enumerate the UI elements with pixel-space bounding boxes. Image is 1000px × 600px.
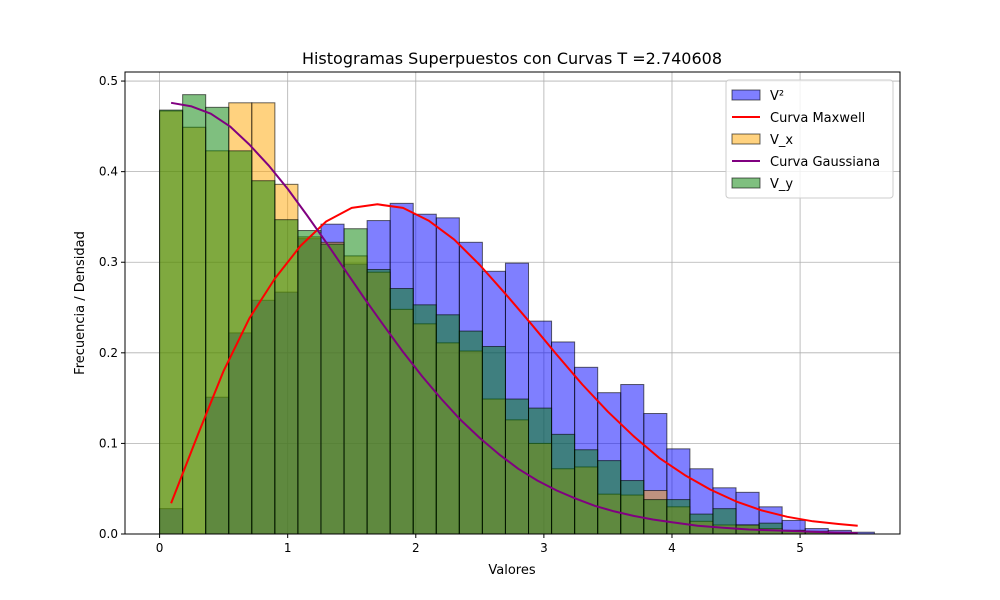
legend-swatch: [731, 89, 761, 101]
histogram-bar: [458, 330, 483, 535]
x-tick-label: 2: [412, 541, 420, 555]
histogram-bar: [551, 433, 576, 535]
y-tick-label: 0.2: [99, 346, 118, 360]
legend-swatch: [731, 133, 761, 145]
y-tick-label: 0.0: [99, 527, 118, 541]
histogram-bar: [412, 304, 437, 535]
axis-ticks: 0 1 2 3 4 5 0.0 0.1 0.2 0.3 0.4 0.5: [99, 74, 804, 555]
y-tick-label: 0.4: [99, 165, 118, 179]
legend-label: Curva Gaussiana: [770, 155, 880, 170]
histogram-bar: [643, 499, 668, 535]
legend-label: V_y: [770, 177, 793, 192]
x-axis-label: Valores: [488, 563, 535, 578]
y-tick-label: 0.5: [99, 74, 118, 88]
histogram-bar: [274, 219, 299, 535]
legend: V² Curva Maxwell V_x Curva Gaussiana V_y: [725, 79, 894, 199]
histogram-bar: [366, 268, 391, 535]
chart-title: Histogramas Superpuestos con Curvas T =2…: [302, 49, 722, 68]
x-tick-label: 4: [668, 541, 676, 555]
x-tick-label: 3: [540, 541, 548, 555]
histogram-bar: [712, 508, 737, 535]
histogram-bar: [205, 106, 230, 535]
histogram-bar: [435, 314, 460, 535]
histogram-bar: [597, 460, 622, 535]
legend-label: V_x: [770, 133, 793, 148]
histogram-bar: [528, 407, 553, 535]
legend-box: [725, 79, 894, 199]
x-tick-label: 1: [284, 541, 292, 555]
y-axis-label: Frecuencia / Densidad: [73, 231, 88, 375]
histogram-bar: [689, 513, 714, 535]
histogram-bar: [389, 288, 414, 535]
histogram-bar: [251, 180, 276, 535]
histogram-bar: [666, 499, 691, 535]
x-tick-label: 0: [156, 541, 164, 555]
curve-line-1: [170, 203, 858, 527]
histogram-bar: [320, 243, 345, 535]
histogram-bar: [159, 109, 184, 535]
legend-label: Curva Maxwell: [770, 111, 865, 126]
legend-swatch: [731, 177, 761, 189]
histogram-bar: [182, 94, 207, 535]
histogram-bar: [758, 522, 783, 535]
histogram-bar: [620, 480, 645, 535]
histogram-bar: [574, 449, 599, 535]
y-tick-label: 0.1: [99, 436, 118, 450]
curves: [170, 101, 858, 535]
curve-line-3: [170, 101, 858, 535]
y-tick-label: 0.3: [99, 255, 118, 269]
histogram-bar: [481, 345, 506, 535]
plot-frame: [124, 71, 901, 535]
x-tick-label: 5: [796, 541, 804, 555]
legend-label: V²: [770, 89, 784, 104]
histogram-bar: [504, 398, 530, 535]
histogram-bar: [297, 230, 322, 535]
histogram-bar: [228, 150, 253, 535]
